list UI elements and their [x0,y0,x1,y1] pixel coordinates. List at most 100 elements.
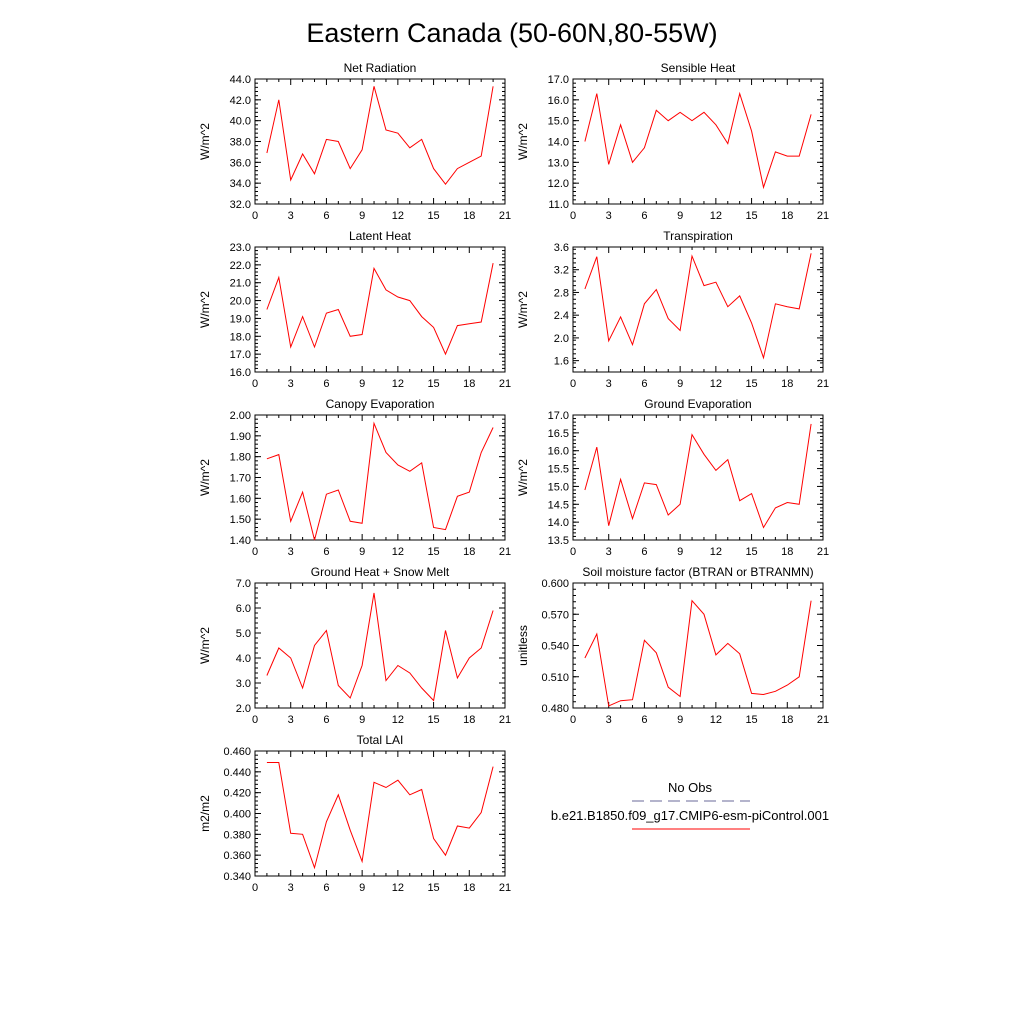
y-tick-label: 0.540 [541,641,569,653]
x-tick-label: 6 [323,882,329,894]
x-tick-label: 15 [427,882,439,894]
x-tick-label: 6 [323,378,329,390]
x-tick-label: 21 [817,210,829,222]
series-line [584,253,812,360]
panel-sensible-heat: Sensible Heat W/m^2 0 3 6 9 12 15 18 21 11.0 12.0 13… [516,61,829,222]
panel-total-lai: Total LAI m2/m2 0 3 6 9 12 15 18 21 0.340 0.360 0.38… [198,733,511,894]
y-axis-label: W/m^2 [516,459,530,496]
x-tick-label: 9 [359,882,365,894]
panel-title: Transpiration [663,229,733,243]
x-tick-label: 9 [359,378,365,390]
panel-latent-heat: Latent Heat W/m^2 0 3 6 9 12 15 18 21 16.0 17.0 18.0… [198,229,511,390]
panel-transpiration: Transpiration W/m^2 0 3 6 9 12 15 18 21 1.6 2.0 2.4 2… [516,229,829,390]
x-tick-label: 0 [252,378,258,390]
y-tick-label: 16.0 [548,95,569,107]
x-tick-label: 21 [817,714,829,726]
y-tick-label: 13.5 [548,535,569,547]
x-tick-label: 18 [463,714,475,726]
x-tick-label: 3 [288,378,294,390]
y-tick-label: 20.0 [230,296,251,308]
y-tick-label: 0.570 [541,609,569,621]
x-tick-label: 3 [606,378,612,390]
panel-ground-evaporation: Ground Evaporation W/m^2 0 3 6 9 12 15 18 21 13.5 1… [516,397,829,558]
y-tick-label: 17.0 [548,74,569,86]
x-tick-label: 15 [745,714,757,726]
x-tick-label: 3 [288,882,294,894]
x-tick-label: 21 [499,210,511,222]
plot-frame [254,414,506,541]
plot-frame [572,414,824,541]
x-tick-label: 0 [252,210,258,222]
y-tick-label: 2.0 [236,703,251,715]
y-tick-label: 0.340 [223,871,251,883]
x-tick-label: 0 [570,210,576,222]
x-tick-label: 3 [288,714,294,726]
x-tick-label: 9 [677,546,683,558]
x-tick-label: 3 [606,210,612,222]
legend-label-model-run: b.e21.B1850.f09_g17.CMIP6-esm-piControl.… [551,808,829,823]
legend-label-no-obs: No Obs [668,780,713,795]
x-tick-label: 21 [817,546,829,558]
x-tick-label: 0 [252,714,258,726]
x-tick-label: 9 [677,210,683,222]
x-tick-label: 18 [463,210,475,222]
y-tick-label: 21.0 [230,278,251,290]
x-tick-label: 6 [641,546,647,558]
y-tick-label: 42.0 [230,95,251,107]
y-tick-label: 3.0 [236,678,251,690]
y-tick-label: 1.70 [230,473,251,485]
y-tick-label: 23.0 [230,242,251,254]
panel-ground-heat-snow-melt: Ground Heat + Snow Melt W/m^2 0 3 6 9 12 15 18 21… [198,565,511,726]
x-tick-label: 12 [710,546,722,558]
y-tick-label: 17.0 [548,410,569,422]
x-tick-label: 18 [463,378,475,390]
x-tick-label: 18 [463,882,475,894]
x-tick-label: 9 [677,378,683,390]
x-tick-label: 6 [323,714,329,726]
y-tick-label: 0.380 [223,829,251,841]
y-tick-label: 0.440 [223,767,251,779]
panel-title: Soil moisture factor (BTRAN or BTRANMN) [582,565,813,579]
x-tick-label: 6 [641,714,647,726]
y-tick-label: 15.0 [548,116,569,128]
y-axis-label: W/m^2 [198,123,212,160]
y-tick-label: 38.0 [230,137,251,149]
y-tick-label: 1.50 [230,514,251,526]
y-axis-label: W/m^2 [516,123,530,160]
x-tick-label: 21 [817,378,829,390]
series-line [266,592,494,702]
y-tick-label: 0.400 [223,809,251,821]
plot-frame [254,582,506,709]
y-tick-label: 3.2 [554,265,569,277]
x-tick-label: 15 [745,210,757,222]
x-tick-label: 18 [781,546,793,558]
y-axis-label: W/m^2 [198,627,212,664]
y-tick-label: 34.0 [230,178,251,190]
x-tick-label: 6 [323,210,329,222]
x-tick-label: 0 [252,882,258,894]
x-tick-label: 9 [677,714,683,726]
x-tick-label: 12 [710,714,722,726]
plot-frame [572,78,824,205]
x-tick-label: 12 [392,546,404,558]
x-tick-label: 9 [359,546,365,558]
x-tick-label: 0 [570,378,576,390]
x-tick-label: 12 [392,210,404,222]
y-tick-label: 2.00 [230,410,251,422]
y-axis-label: W/m^2 [198,459,212,496]
y-tick-label: 0.600 [541,578,569,590]
x-tick-label: 15 [427,546,439,558]
plot-frame [254,246,506,373]
y-tick-label: 0.420 [223,788,251,800]
x-tick-label: 18 [781,378,793,390]
x-tick-label: 21 [499,714,511,726]
y-tick-label: 13.0 [548,157,569,169]
series-line [584,423,812,529]
series-line [266,263,494,356]
x-tick-label: 15 [745,378,757,390]
y-tick-label: 15.5 [548,464,569,476]
figure-title: Eastern Canada (50-60N,80-55W) [306,18,717,48]
plot-frame [572,582,824,709]
y-tick-label: 0.480 [541,703,569,715]
